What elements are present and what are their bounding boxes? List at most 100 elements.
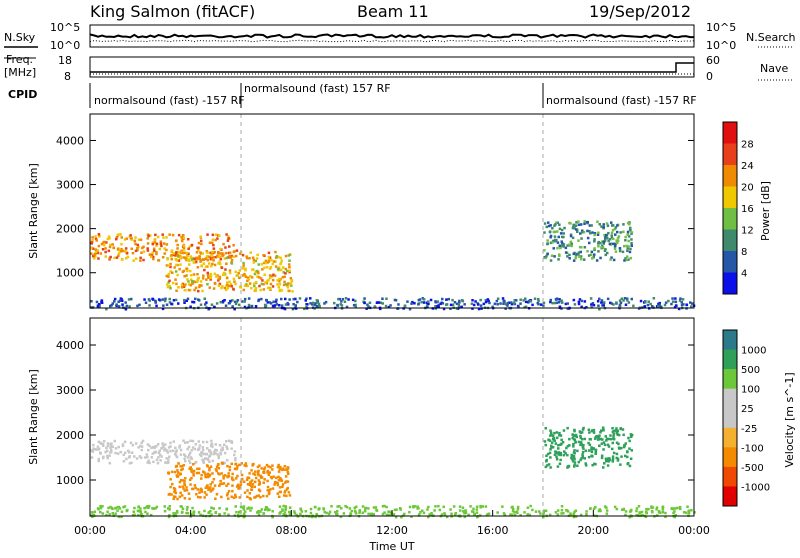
cell <box>265 282 269 285</box>
cell <box>205 278 208 281</box>
cell <box>618 247 622 250</box>
cell <box>284 508 287 512</box>
cell <box>169 449 172 453</box>
cell <box>479 304 483 307</box>
cell <box>171 281 175 285</box>
cell <box>383 504 386 508</box>
cell <box>566 307 569 310</box>
cell <box>96 305 100 309</box>
cell <box>168 279 171 283</box>
cell <box>627 436 630 440</box>
cell <box>155 250 158 254</box>
time-xlabel: Time UT <box>368 540 414 553</box>
cell <box>257 276 261 279</box>
cell <box>206 486 209 489</box>
cell <box>350 509 353 513</box>
cell <box>260 467 263 470</box>
cell <box>585 306 588 309</box>
cell <box>408 307 412 311</box>
cell <box>179 465 182 468</box>
cell <box>164 297 167 300</box>
cell <box>598 297 601 301</box>
cell <box>408 505 412 509</box>
cell <box>557 452 560 456</box>
cell <box>393 508 397 512</box>
cell <box>619 301 623 304</box>
cell <box>591 302 595 305</box>
cell <box>585 510 588 513</box>
cpid-label: CPID <box>8 88 37 101</box>
cell <box>635 514 638 517</box>
cell <box>192 513 196 517</box>
cell <box>90 252 93 255</box>
cell <box>263 261 266 265</box>
cell <box>622 507 626 511</box>
cell <box>174 491 177 495</box>
cell <box>246 279 249 283</box>
cell <box>208 241 212 244</box>
cell <box>621 428 625 431</box>
cell <box>506 304 509 307</box>
cell <box>97 257 100 260</box>
cell <box>106 454 109 458</box>
cell <box>223 443 226 446</box>
cell <box>242 267 245 270</box>
cell <box>145 453 149 456</box>
cell <box>655 508 658 511</box>
cell <box>678 299 682 302</box>
cell <box>233 307 236 311</box>
cell <box>523 511 526 514</box>
cell <box>550 254 554 257</box>
cell <box>222 474 225 478</box>
cell <box>252 261 256 264</box>
cell <box>267 258 271 262</box>
cell <box>237 487 240 490</box>
cell <box>204 257 208 261</box>
cell <box>212 247 216 250</box>
cell <box>285 480 288 483</box>
cell <box>259 277 263 280</box>
cell <box>182 244 186 248</box>
cell <box>333 301 336 305</box>
cell <box>167 275 170 278</box>
cell <box>583 457 586 460</box>
cell <box>284 297 287 301</box>
cell <box>395 508 398 511</box>
cell <box>561 242 564 245</box>
cell <box>228 271 232 275</box>
cell <box>278 486 282 489</box>
cell <box>228 245 231 248</box>
cell <box>108 461 112 465</box>
cell <box>268 267 272 270</box>
cell <box>410 302 413 305</box>
cell <box>531 508 534 512</box>
cell <box>588 230 591 233</box>
cell <box>227 237 230 240</box>
cell <box>314 505 317 509</box>
cell <box>569 240 573 244</box>
cell <box>575 221 578 224</box>
cell <box>169 287 172 290</box>
cell <box>661 506 664 509</box>
cell <box>434 300 438 304</box>
cell <box>250 479 254 482</box>
cell <box>577 253 580 256</box>
cell <box>245 464 248 468</box>
cell <box>117 254 120 257</box>
cell <box>190 278 193 281</box>
cell <box>479 298 482 302</box>
cell <box>192 273 196 276</box>
cell <box>560 228 564 232</box>
cell <box>134 236 137 239</box>
cell <box>219 479 222 483</box>
cell <box>200 490 204 493</box>
cell <box>218 513 222 516</box>
cell <box>262 471 266 474</box>
cell <box>572 298 576 302</box>
cell <box>201 252 204 255</box>
cell <box>245 478 249 481</box>
cell <box>413 302 416 305</box>
cell <box>187 252 190 255</box>
cell <box>131 443 135 447</box>
